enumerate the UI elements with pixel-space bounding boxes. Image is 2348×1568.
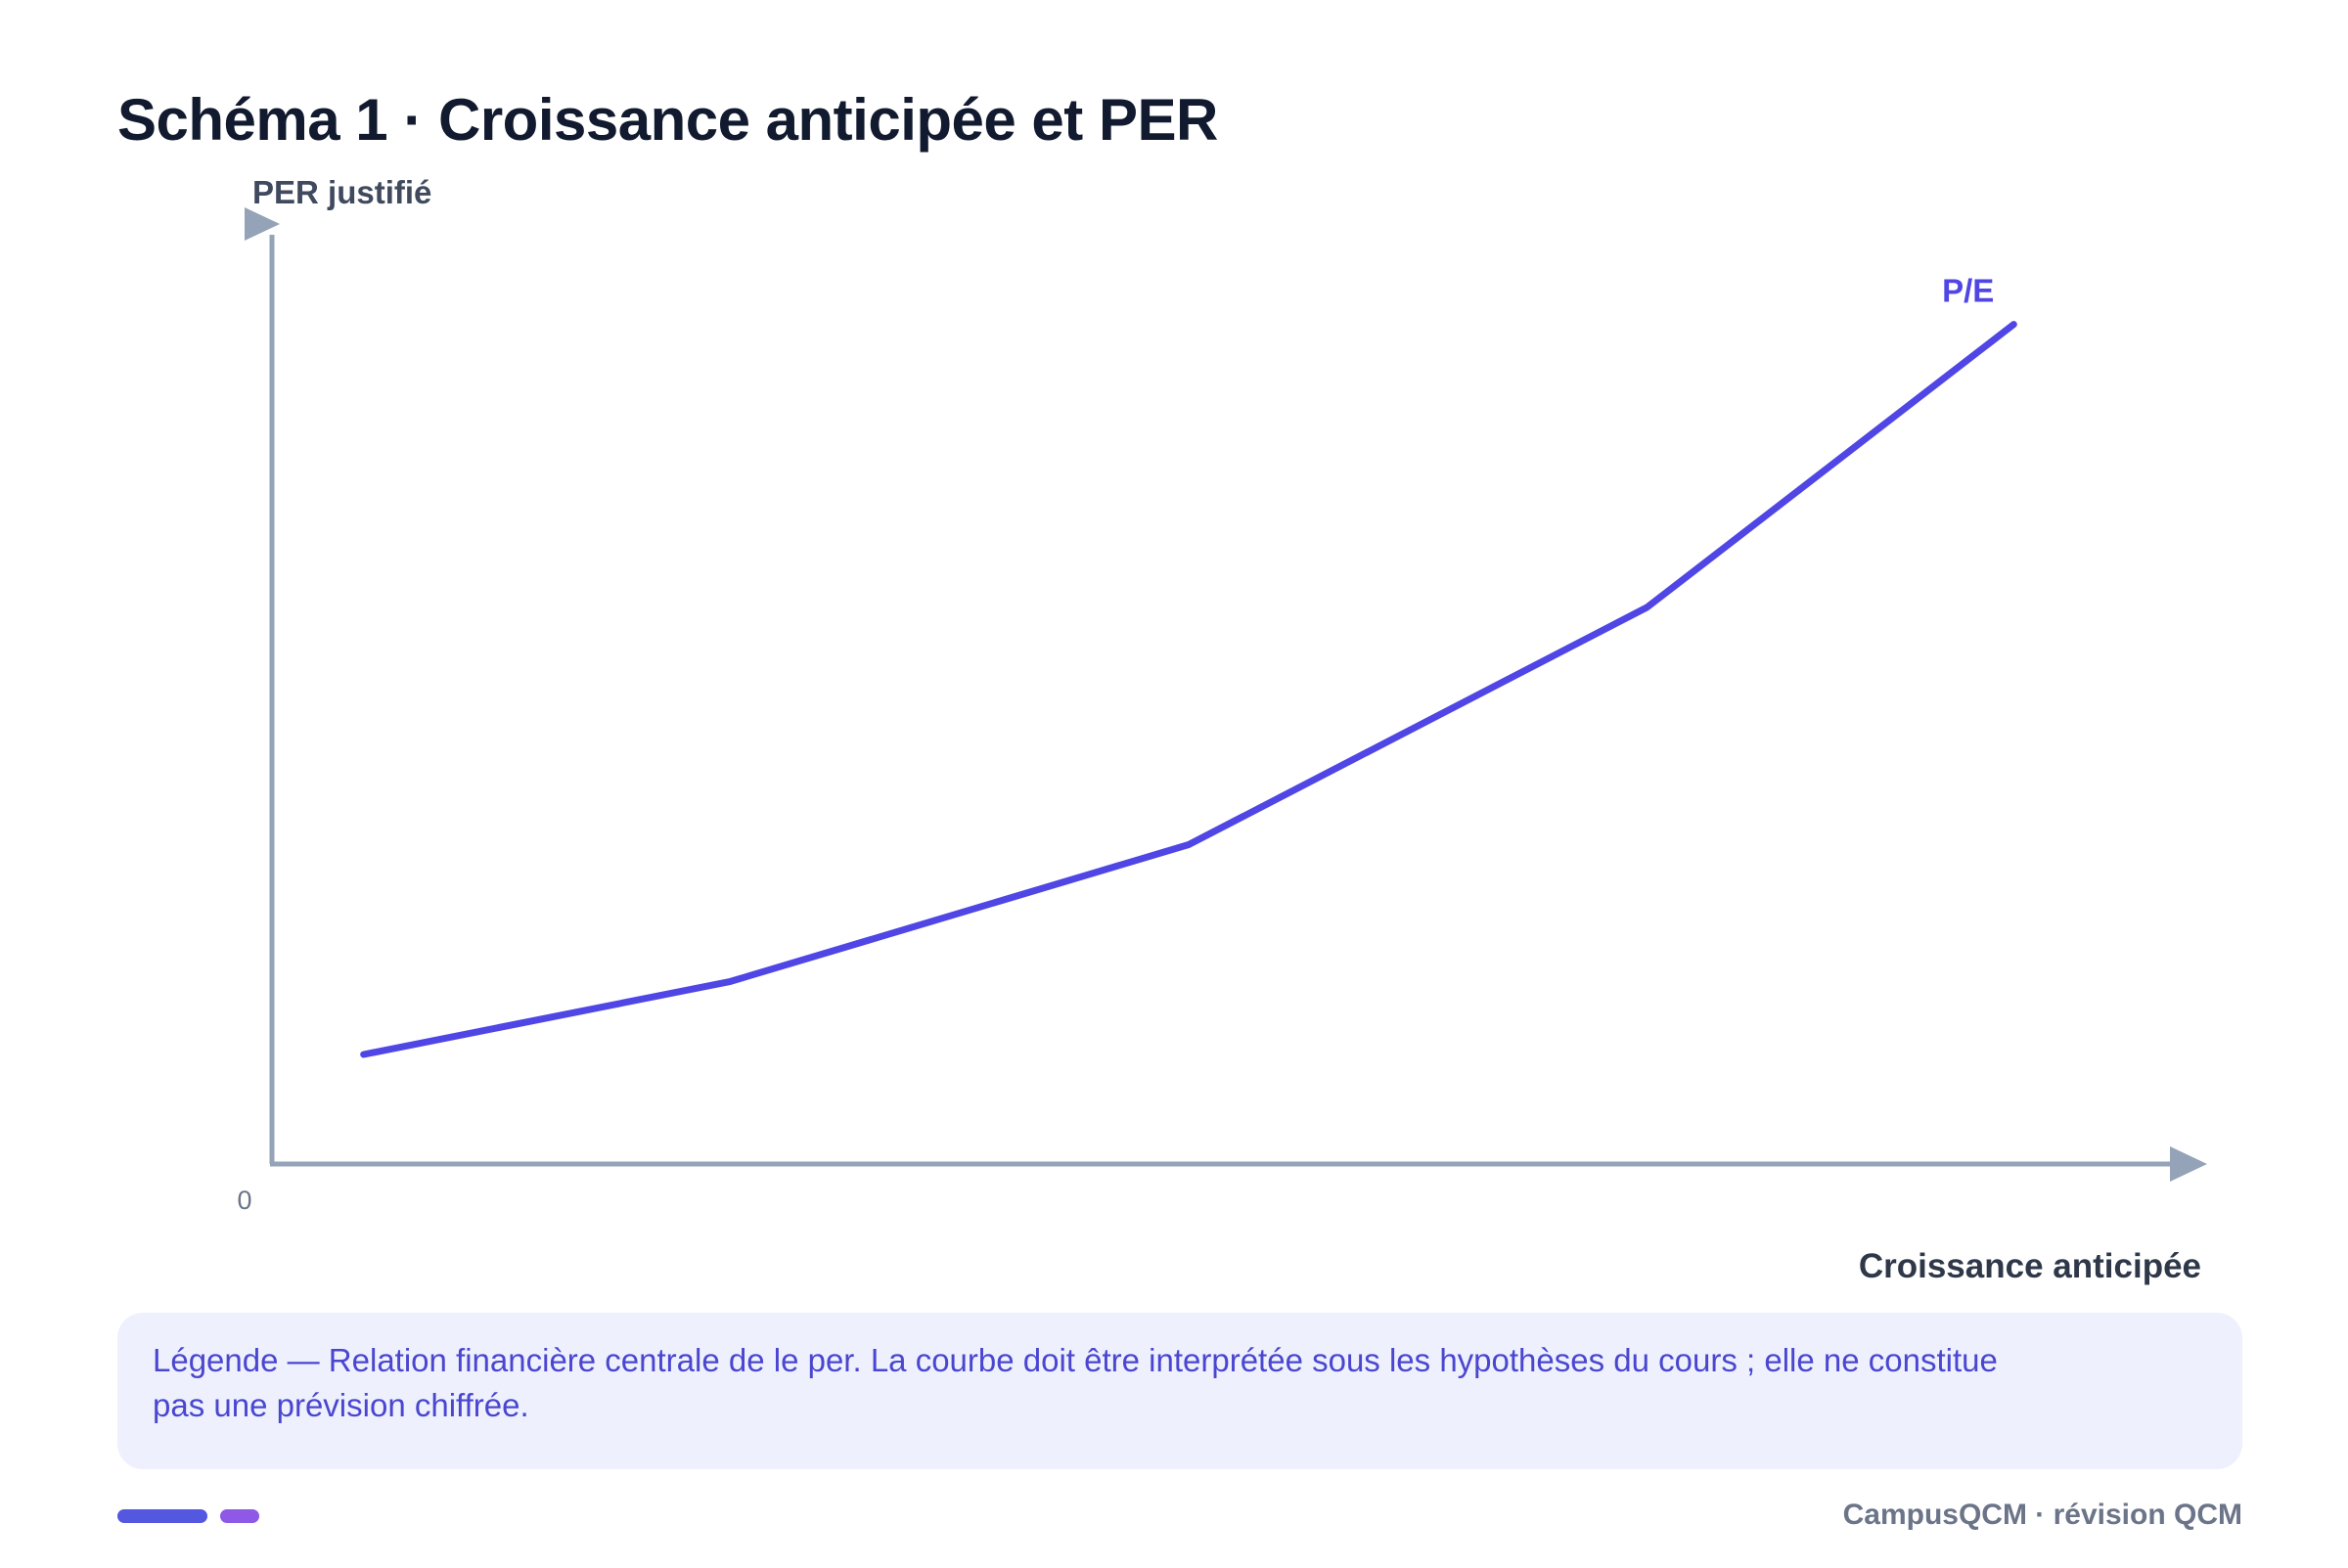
- y-axis-label: PER justifié: [252, 174, 431, 210]
- footer-credit: CampusQCM · révision QCM: [1842, 1499, 2242, 1531]
- data-point: [1644, 604, 1650, 610]
- data-point: [2010, 321, 2017, 328]
- origin-label: 0: [237, 1186, 251, 1215]
- legend-text: Légende — Relation financière centrale d…: [153, 1342, 1998, 1423]
- data-point: [1186, 841, 1192, 848]
- chart-axes: [245, 207, 2207, 1182]
- legend-box: Légende — Relation financière centrale d…: [117, 1313, 2242, 1469]
- data-point: [360, 1052, 367, 1058]
- y-axis-arrow-icon: [245, 207, 280, 241]
- page-title: Schéma 1 · Croissance anticipée et PER: [117, 87, 1218, 153]
- series-line-1: [360, 321, 2017, 1058]
- data-point: [727, 978, 734, 985]
- accent-bar-secondary: [220, 1509, 259, 1523]
- series-label: P/E: [1942, 273, 1994, 309]
- x-axis-label: Croissance anticipée: [1859, 1247, 2201, 1285]
- series-layer: P/E: [360, 273, 2017, 1058]
- accent-bar-primary: [117, 1509, 207, 1523]
- x-axis-arrow-icon: [2170, 1146, 2207, 1182]
